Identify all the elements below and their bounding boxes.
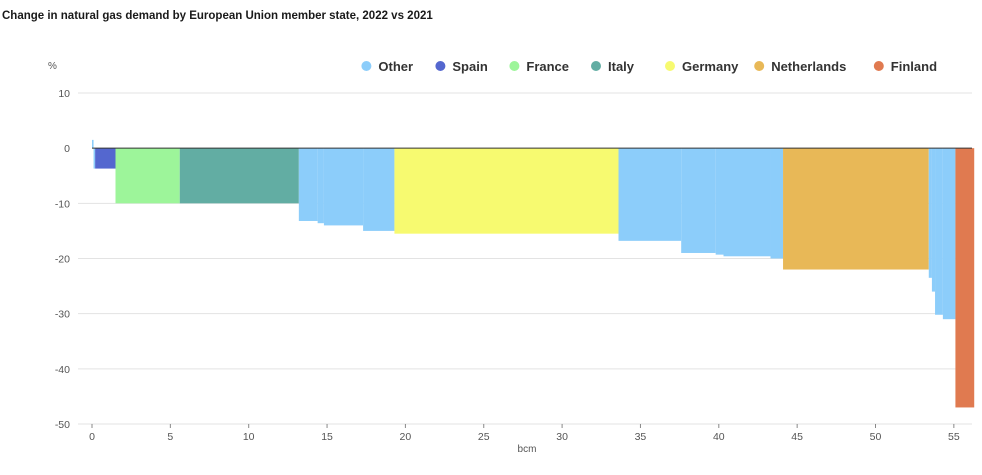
x-tick-label: 55 — [948, 431, 960, 443]
bar-other — [92, 139, 94, 149]
legend-marker — [754, 61, 765, 71]
x-tick-label: 45 — [791, 431, 803, 443]
legend-label: Netherlands — [771, 59, 846, 74]
bar-other — [323, 148, 364, 226]
bar-other — [928, 148, 932, 278]
bar-other — [935, 148, 943, 315]
bar-other — [298, 148, 318, 221]
bar-spain — [95, 148, 116, 169]
y-tick-label: 10 — [58, 88, 70, 100]
x-tick-label: 25 — [478, 431, 490, 443]
legend-label: Germany — [682, 59, 739, 74]
bar-other — [942, 148, 956, 320]
x-tick-label: 40 — [713, 431, 725, 443]
legend-marker — [665, 61, 675, 71]
legend-label: Other — [378, 59, 413, 74]
legend-marker — [361, 61, 372, 71]
x-tick-label: 30 — [556, 431, 568, 443]
x-axis-title: bcm — [518, 444, 537, 455]
legend-label: Italy — [608, 59, 635, 74]
legend-marker — [873, 61, 884, 71]
bar-finland — [955, 148, 975, 408]
bar-italy — [179, 148, 299, 204]
chart-title: Change in natural gas demand by European… — [2, 10, 433, 22]
legend: Finland Netherlands Germany Italy France Spai… — [361, 59, 937, 74]
y-tick-label: 0 — [64, 143, 70, 155]
legend-marker — [509, 61, 520, 71]
bar-other — [770, 148, 784, 259]
y-tick-label: -10 — [55, 198, 70, 210]
bar-other — [363, 148, 395, 231]
legend-label: France — [526, 59, 569, 74]
x-tick-label: 20 — [400, 431, 412, 443]
x-tick-label: 5 — [167, 431, 173, 443]
bar-other — [931, 148, 936, 292]
bar-other — [317, 148, 324, 224]
x-tick-label: 10 — [243, 431, 255, 443]
y-tick-label: -20 — [55, 254, 70, 266]
legend-label: Spain — [452, 59, 487, 74]
bar-other — [715, 148, 724, 255]
bar-netherlands — [783, 148, 929, 270]
bar-other — [618, 148, 682, 241]
x-tick-label: 0 — [89, 431, 95, 443]
legend-marker — [435, 61, 446, 71]
x-axis-ticks: 0 5 10 15 20 25 30 35 40 45 50 55 — [89, 424, 960, 443]
bar-other — [681, 148, 716, 253]
x-tick-label: 35 — [635, 431, 647, 443]
y-tick-label: -40 — [55, 364, 70, 376]
bar-other — [93, 148, 96, 169]
legend-marker — [591, 61, 601, 71]
x-tick-label: 50 — [870, 431, 882, 443]
bar-france — [115, 148, 180, 204]
x-tick-label: 15 — [321, 431, 333, 443]
bars — [92, 139, 975, 408]
y-axis-title: % — [48, 61, 57, 72]
y-axis-ticks: 10 0 -10 -20 -30 -40 -50 — [55, 88, 70, 431]
bar-germany — [394, 148, 619, 234]
y-tick-label: -50 — [55, 419, 70, 431]
bar-other — [723, 148, 771, 257]
legend-label: Finland — [891, 59, 937, 74]
y-tick-label: -30 — [55, 309, 70, 321]
